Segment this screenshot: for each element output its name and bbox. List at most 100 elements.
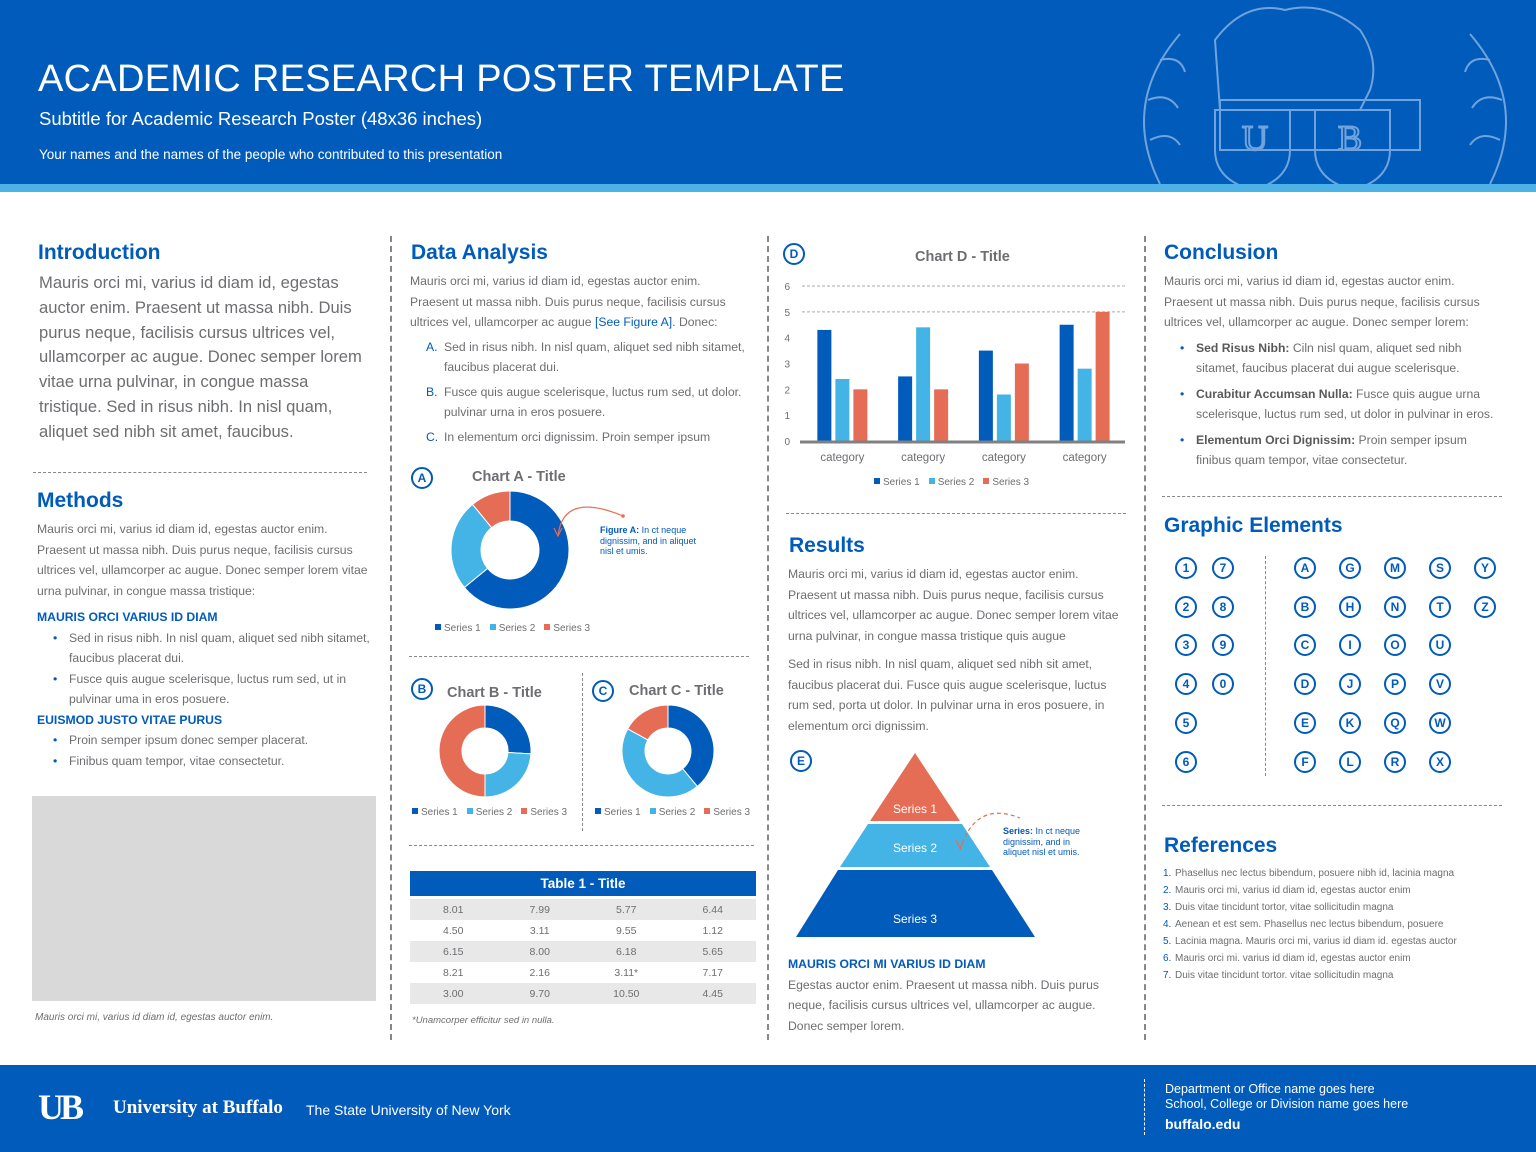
circled-number-icon: 1 bbox=[1175, 557, 1197, 579]
chart-a-badge: A bbox=[411, 467, 433, 489]
list-item: Sed in risus nibh. In nisl quam, aliquet… bbox=[37, 628, 372, 669]
circled-letter-icon: B bbox=[1294, 595, 1316, 618]
legend-item: Series 2 bbox=[466, 807, 512, 818]
poster-header bbox=[0, 0, 1536, 184]
list-item: Sed Risus Nibh: Ciln nisl quam, aliquet … bbox=[1164, 338, 1504, 379]
bar bbox=[1077, 368, 1092, 441]
section-divider bbox=[409, 656, 749, 657]
data-analysis-heading: Data Analysis bbox=[411, 241, 548, 264]
poster-title: ACADEMIC RESEARCH POSTER TEMPLATE bbox=[38, 58, 845, 100]
reference-item: 6. Mauris orci mi. varius id diam id, ege… bbox=[1163, 953, 1411, 964]
reference-item: 5. Lacinia magna. Mauris orci mi, varius … bbox=[1163, 936, 1457, 947]
list-item: Elementum Orci Dignissim: Proin semper i… bbox=[1164, 430, 1504, 471]
svg-text:B: B bbox=[1338, 118, 1362, 158]
reference-item: 2. Mauris orci mi, varius id diam id, ege… bbox=[1163, 885, 1411, 896]
results-paragraph: Egestas auctor enim. Praesent ut massa n… bbox=[788, 977, 1099, 1033]
chart-a-title: Chart A - Title bbox=[472, 469, 566, 485]
pyramid-label: Series 1 bbox=[893, 802, 937, 816]
table-cell: 8.01 bbox=[410, 899, 497, 920]
circled-letter-icon: M bbox=[1384, 557, 1406, 579]
pyramid-level-1 bbox=[870, 753, 960, 821]
legend-item: Series 3 bbox=[544, 623, 590, 634]
university-crest-watermark: U B bbox=[1143, 6, 1507, 184]
circled-number-icon: 8 bbox=[1212, 595, 1234, 618]
circled-letter-icon: O bbox=[1384, 634, 1406, 657]
pyramid-label: Series 2 bbox=[893, 841, 937, 855]
table-cell: 5.77 bbox=[583, 899, 670, 920]
circled-letter-icon: A bbox=[1294, 557, 1316, 579]
list-item: C. In elementum orci dignissim. Proin sem… bbox=[426, 429, 711, 444]
poster-authors: Your names and the names of the people w… bbox=[39, 147, 503, 162]
donut-slice-1 bbox=[667, 704, 715, 788]
see-figure-a-link[interactable]: [See Figure A] bbox=[594, 315, 673, 329]
pyramid-caption: Series: In ct neque dignissim, and in al… bbox=[1003, 826, 1081, 857]
circled-letter-icon: J bbox=[1339, 673, 1361, 696]
chart-b-donut bbox=[438, 704, 532, 798]
suny-text: The State University of New York bbox=[306, 1102, 511, 1118]
legend-swatch bbox=[412, 808, 418, 814]
legend-item: Series 1 bbox=[412, 807, 458, 818]
table-cell: 6.15 bbox=[410, 941, 497, 962]
methods-subheading: EUISMOD JUSTO VITAE PURUS bbox=[37, 712, 223, 727]
legend-item: Series 3 bbox=[704, 807, 750, 818]
y-tick-label: 0 bbox=[784, 437, 790, 448]
circled-letter-icon: H bbox=[1339, 595, 1361, 618]
circled-letter-icon: W bbox=[1429, 711, 1451, 734]
bar bbox=[996, 394, 1011, 441]
table-cell: 2.16 bbox=[529, 966, 550, 979]
table-footnote: *Unamcorper efficitur sed in nulla. bbox=[412, 1015, 555, 1026]
circled-letter-icon: X bbox=[1429, 750, 1451, 773]
circled-letter-icon: S bbox=[1429, 557, 1451, 579]
image-caption: Mauris orci mi, varius id diam id, egest… bbox=[35, 1012, 274, 1023]
image-placeholder[interactable] bbox=[32, 796, 376, 1001]
y-tick-label: 3 bbox=[784, 360, 790, 371]
circled-letter-icon: P bbox=[1384, 673, 1406, 696]
donut-slice-3 bbox=[438, 704, 486, 798]
list-item: Proin semper ipsum donec semper placerat… bbox=[37, 730, 372, 751]
chart-e-pyramid: Series 1 Series 2 Series 3 bbox=[796, 753, 1035, 937]
chart-c-legend: Series 1 Series 2 Series 3 bbox=[595, 807, 759, 818]
website-link[interactable]: buffalo.edu bbox=[1165, 1116, 1241, 1132]
graphic-divider bbox=[1265, 556, 1266, 776]
header-stripe bbox=[0, 184, 1536, 192]
table-row: 6.15 8.00 6.18 5.65 bbox=[410, 941, 756, 962]
bar bbox=[1014, 363, 1029, 441]
legend-item: Series 1 bbox=[595, 807, 641, 818]
y-tick-label: 5 bbox=[784, 308, 790, 319]
column-divider bbox=[390, 236, 392, 1040]
chart-b-badge: B bbox=[411, 678, 433, 700]
chart-d-badge: D bbox=[783, 243, 805, 265]
pyramid-label: Series 3 bbox=[893, 912, 937, 926]
results-heading: Results bbox=[789, 534, 865, 557]
legend-swatch bbox=[435, 624, 441, 630]
table-cell: 7.17 bbox=[702, 966, 723, 979]
circled-letter-icon: K bbox=[1339, 711, 1361, 734]
x-tick-label: category bbox=[982, 452, 1026, 464]
circled-letter-icon: N bbox=[1384, 595, 1406, 618]
column-divider bbox=[767, 236, 769, 1040]
chart-d-legend: Series 1 Series 2 Series 3 bbox=[874, 477, 1038, 488]
circled-letter-icon: R bbox=[1384, 750, 1406, 773]
pyramid-level-2 bbox=[840, 824, 990, 867]
table-cell: 10.50 bbox=[583, 983, 670, 1004]
donut-slice-2 bbox=[621, 728, 699, 798]
section-divider bbox=[1162, 805, 1502, 806]
y-tick-label: 1 bbox=[784, 411, 790, 422]
y-tick-label: 2 bbox=[784, 385, 790, 396]
results-paragraph: Mauris orci mi, varius id diam id, egest… bbox=[788, 567, 1119, 643]
chart-d-bar-chart: 0 1 2 3 4 5 6 category category category category bbox=[784, 282, 1125, 464]
table-cell: 5.65 bbox=[669, 941, 756, 962]
table-cell: 3.11 bbox=[529, 924, 550, 937]
conclusion-heading: Conclusion bbox=[1164, 241, 1279, 264]
circled-number-icon: 9 bbox=[1212, 634, 1234, 657]
table-row: 8.01 7.99 5.77 6.44 bbox=[410, 899, 756, 920]
chart-a-legend: Series 1 Series 2 Series 3 bbox=[435, 623, 599, 634]
legend-swatch bbox=[874, 478, 880, 484]
circled-letter-icon: U bbox=[1429, 634, 1451, 657]
y-tick-label: 4 bbox=[784, 334, 790, 345]
table-row: 3.00 9.70 10.50 4.45 bbox=[410, 983, 756, 1004]
table-cell: 6.44 bbox=[669, 899, 756, 920]
chart-b-legend: Series 1 Series 2 Series 3 bbox=[412, 807, 576, 818]
chart-e-badge: E bbox=[790, 750, 812, 772]
circled-letter-icon: I bbox=[1339, 634, 1361, 657]
